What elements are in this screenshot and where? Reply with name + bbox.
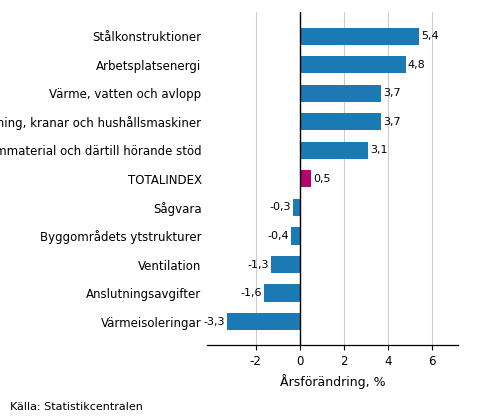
Text: 5,4: 5,4 [421, 31, 439, 41]
X-axis label: Årsförändring, %: Årsförändring, % [280, 374, 386, 389]
Bar [300, 170, 311, 188]
Text: 3,7: 3,7 [384, 117, 401, 127]
Bar [300, 27, 419, 45]
Text: 4,8: 4,8 [408, 60, 425, 70]
Text: -0,4: -0,4 [267, 231, 289, 241]
Text: 3,1: 3,1 [370, 145, 388, 155]
Bar [271, 256, 300, 273]
Text: 3,7: 3,7 [384, 88, 401, 98]
Bar [300, 113, 381, 130]
Text: -1,6: -1,6 [241, 288, 262, 298]
Bar [227, 313, 300, 330]
Text: Källa: Statistikcentralen: Källa: Statistikcentralen [10, 402, 143, 412]
Bar [291, 228, 300, 245]
Bar [300, 142, 368, 159]
Text: -3,3: -3,3 [203, 317, 225, 327]
Text: 0,5: 0,5 [313, 174, 330, 184]
Bar [293, 199, 300, 216]
Bar [300, 85, 381, 102]
Bar [300, 56, 406, 73]
Text: -0,3: -0,3 [269, 203, 291, 213]
Text: -1,3: -1,3 [247, 260, 269, 270]
Bar [264, 285, 300, 302]
